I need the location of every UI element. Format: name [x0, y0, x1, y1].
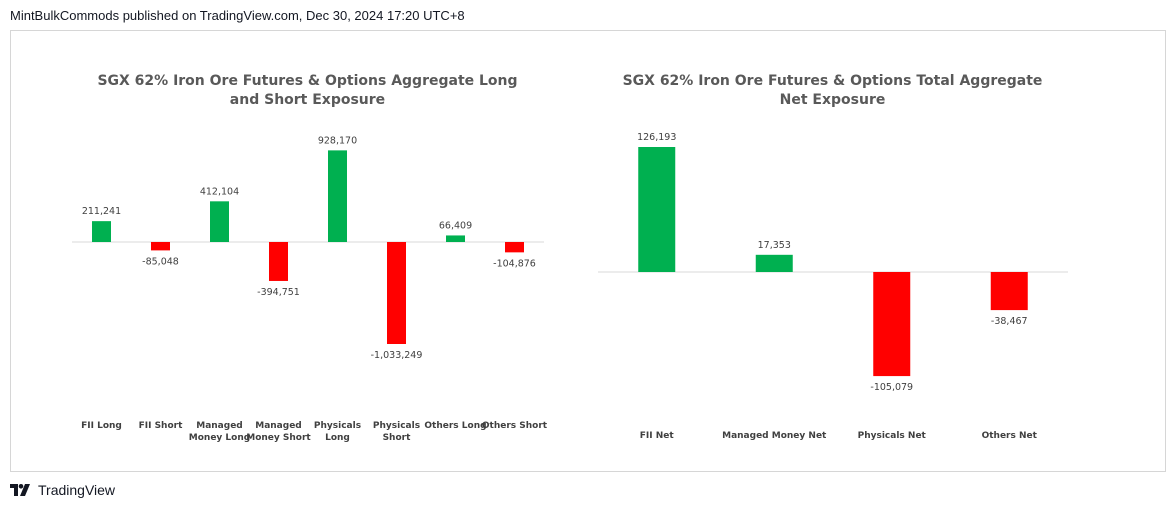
- bar-3: [873, 272, 911, 377]
- bar-8: [505, 242, 524, 253]
- category-label: Physicals: [314, 421, 361, 431]
- data-label: 412,104: [200, 186, 239, 197]
- category-label: Managed Money Net: [722, 431, 827, 441]
- data-label: 17,353: [758, 240, 791, 251]
- data-label: 928,170: [318, 135, 357, 146]
- data-label: -394,751: [257, 287, 300, 298]
- category-label: FII Long: [81, 421, 122, 431]
- bar-6: [387, 242, 406, 344]
- data-label: -105,079: [870, 382, 913, 393]
- bar-7: [446, 235, 465, 242]
- bar-4: [269, 242, 288, 281]
- bar-5: [328, 150, 347, 242]
- category-label: Money Long: [189, 433, 250, 443]
- chart-title-long-short: SGX 62% Iron Ore Futures & Options Aggre…: [97, 73, 518, 108]
- category-label: Long: [325, 433, 350, 443]
- chart-frame: [10, 30, 1166, 472]
- tradingview-footer[interactable]: TradingView: [10, 481, 115, 499]
- data-label: -104,876: [493, 258, 536, 269]
- tradingview-brand-text: TradingView: [38, 482, 116, 498]
- category-label: Others Long: [424, 421, 486, 431]
- chart-title-net: SGX 62% Iron Ore Futures & Options Total…: [622, 73, 1043, 108]
- category-label: Managed: [255, 421, 302, 431]
- category-label: Physicals: [373, 421, 420, 431]
- tradingview-logo-icon: [10, 484, 30, 496]
- data-label: 211,241: [82, 206, 121, 217]
- category-label: FII Net: [640, 431, 675, 441]
- category-label: Physicals Net: [858, 431, 927, 441]
- category-label: FII Short: [139, 421, 183, 431]
- category-label: Managed: [196, 421, 243, 431]
- data-label: 126,193: [637, 132, 676, 143]
- category-label: Short: [383, 433, 412, 443]
- category-label: Others Net: [982, 431, 1038, 441]
- category-label: Money Short: [246, 433, 311, 443]
- bar-2: [755, 254, 793, 272]
- data-label: -1,033,249: [371, 350, 423, 361]
- category-label: Others Short: [482, 421, 548, 431]
- publish-info: MintBulkCommods published on TradingView…: [10, 8, 465, 23]
- bar-2: [151, 242, 170, 251]
- data-label: -38,467: [991, 316, 1028, 327]
- bar-4: [990, 272, 1028, 311]
- bar-1: [92, 221, 111, 242]
- bar-3: [210, 201, 229, 242]
- data-label: -85,048: [142, 256, 179, 267]
- data-label: 66,409: [439, 220, 472, 231]
- bar-1: [638, 147, 676, 272]
